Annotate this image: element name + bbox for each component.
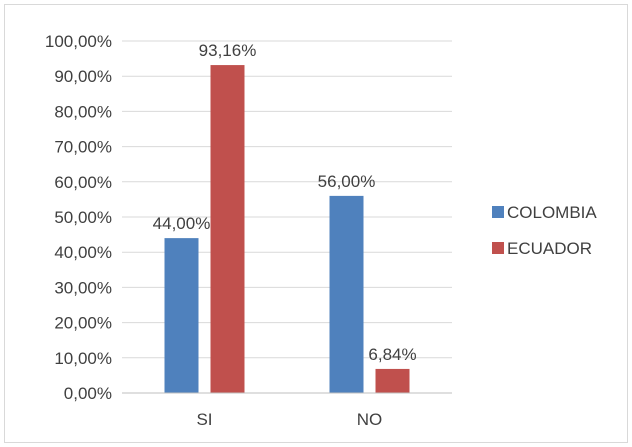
- legend-swatch-ecuador: [492, 242, 504, 254]
- legend-label-colombia: COLOMBIA: [507, 203, 597, 222]
- y-tick-label: 90,00%: [54, 67, 112, 86]
- bar-ecuador-si: [210, 65, 245, 394]
- y-tick-label: 0,00%: [64, 384, 112, 403]
- data-label: 6,84%: [368, 345, 416, 364]
- bar-colombia-si: [164, 238, 199, 393]
- data-label: 44,00%: [153, 214, 211, 233]
- y-tick-label: 10,00%: [54, 349, 112, 368]
- bar-ecuador-no: [375, 368, 410, 393]
- y-tick-label: 80,00%: [54, 102, 112, 121]
- y-tick-label: 60,00%: [54, 173, 112, 192]
- legend: COLOMBIA ECUADOR: [492, 203, 597, 258]
- legend-label-ecuador: ECUADOR: [507, 239, 592, 258]
- y-tick-label: 40,00%: [54, 243, 112, 262]
- y-tick-label: 20,00%: [54, 314, 112, 333]
- bars: [164, 65, 410, 394]
- y-tick-label: 70,00%: [54, 138, 112, 157]
- x-tick-label: SI: [196, 410, 212, 429]
- chart-frame: [4, 4, 628, 443]
- y-axis-ticks: 0,00% 10,00% 20,00% 30,00% 40,00% 50,00% 60,00…: [45, 32, 112, 403]
- y-tick-label: 100,00%: [45, 32, 112, 51]
- data-label: 93,16%: [199, 41, 257, 60]
- y-tick-label: 50,00%: [54, 208, 112, 227]
- legend-swatch-colombia: [492, 206, 504, 218]
- x-tick-label: NO: [357, 410, 383, 429]
- x-axis-ticks: SI NO: [196, 410, 382, 429]
- bar-colombia-no: [329, 195, 364, 393]
- data-label: 56,00%: [318, 172, 376, 191]
- data-labels: 44,00% 93,16% 56,00% 6,84%: [153, 41, 417, 364]
- y-tick-label: 30,00%: [54, 278, 112, 297]
